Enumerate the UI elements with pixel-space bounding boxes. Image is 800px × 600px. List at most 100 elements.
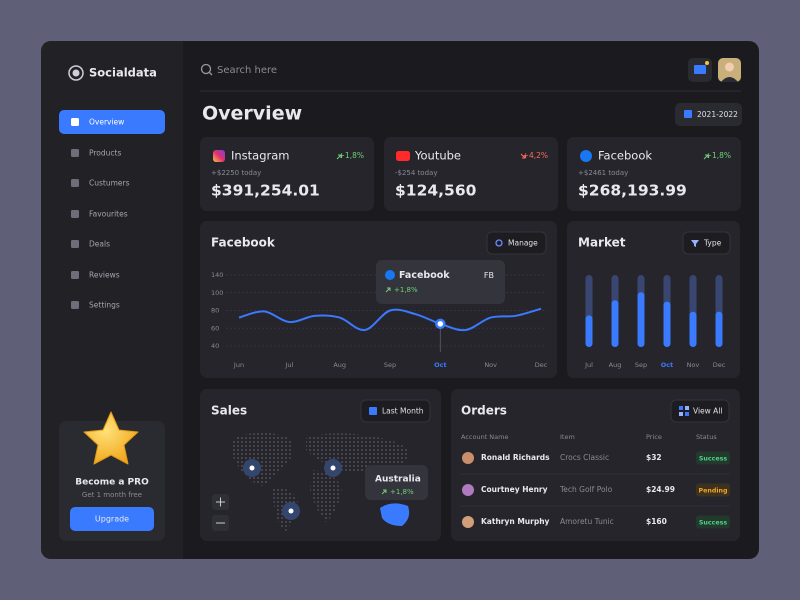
item: Tech Golf Polo [559, 485, 613, 494]
avatar [462, 452, 474, 464]
bar-chart: Jul Aug Sep Oct Nov Dec [584, 275, 726, 369]
x-tick-label: Dec [535, 361, 548, 369]
account-name: Courtney Henry [481, 485, 548, 494]
nav-item[interactable]: Overview [89, 118, 124, 127]
nav-active[interactable] [59, 110, 165, 134]
x-tick-label: Dec [713, 361, 726, 369]
x-tick-label: Oct [434, 361, 447, 369]
period-button[interactable] [360, 399, 431, 423]
status-badge [696, 483, 730, 497]
grid-icon [685, 406, 689, 410]
x-tick-label: Nov [687, 361, 700, 369]
status-badge [696, 515, 730, 529]
account-name: Kathryn Murphy [481, 517, 550, 526]
nav-item[interactable]: Favourites [89, 210, 128, 219]
stat-card [567, 137, 741, 211]
avatar [721, 77, 738, 82]
search-input[interactable]: Search here [217, 65, 277, 76]
calendar-icon [684, 110, 692, 118]
map-tooltip [365, 465, 428, 500]
stat-cards: Instagram +1,8% +$2250 today $391,254.01 You… [200, 137, 741, 211]
youtube-icon [396, 151, 410, 161]
date-button[interactable] [675, 103, 742, 126]
stat-card [384, 137, 558, 211]
facebook-icon [580, 150, 592, 162]
nav-icon [71, 210, 79, 218]
item: Amoretu Tunic [560, 517, 614, 526]
star-icon [83, 411, 139, 465]
focus-point[interactable] [435, 318, 446, 330]
manage-button[interactable] [486, 231, 547, 255]
nav-item[interactable]: Reviews [89, 271, 120, 280]
upgrade-button[interactable] [70, 507, 154, 531]
bar [663, 301, 671, 347]
avatar [462, 516, 474, 528]
stat-value: $124,560 [395, 182, 477, 200]
y-tick-label: 40 [211, 342, 219, 350]
view-all-button[interactable] [670, 399, 730, 423]
chart-title: Market [578, 236, 626, 250]
logo [68, 65, 84, 81]
y-tick-label: 80 [211, 307, 219, 315]
bar [611, 300, 619, 347]
stat-name: Youtube [414, 149, 461, 163]
price: $24.99 [646, 485, 675, 494]
zoom-in [216, 497, 225, 507]
line [238, 307, 542, 332]
status-badge [696, 451, 730, 465]
nav-icon [71, 240, 79, 248]
map-marker [330, 465, 336, 471]
y-tick-label: 60 [211, 324, 219, 332]
nav-item[interactable]: Deals [89, 240, 110, 249]
manage-label[interactable]: Manage [508, 239, 538, 248]
page-title: Overview [202, 103, 302, 125]
gear-icon [495, 239, 503, 247]
avatar [462, 484, 474, 496]
up-arrow [385, 287, 391, 293]
upgrade-label[interactable]: Upgrade [95, 515, 129, 524]
period-label[interactable]: Last Month [382, 407, 424, 416]
date-range[interactable]: 2021-2022 [697, 110, 738, 119]
view-all-label[interactable]: View All [693, 407, 722, 416]
price: $32 [646, 453, 662, 462]
map-marker [288, 508, 294, 514]
type-label[interactable]: Type [703, 239, 722, 248]
calendar-icon [369, 407, 377, 415]
orders-title: Orders [461, 404, 507, 418]
change-arrow [703, 154, 709, 160]
y-tick-label: 100 [211, 289, 223, 297]
stat-value: $268,193.99 [578, 182, 687, 200]
x-tick-label: Aug [609, 361, 622, 369]
tooltip-country: Australia [375, 475, 421, 485]
x-tick-label: Jul [284, 361, 293, 369]
brand: Socialdata [89, 66, 157, 80]
filter-icon [691, 240, 699, 247]
search-icon [200, 63, 212, 75]
bar [715, 311, 723, 347]
x-tick-label: Jun [233, 361, 244, 369]
type-button[interactable] [682, 231, 731, 255]
sales-card [200, 389, 441, 541]
x-tick-label: Oct [661, 361, 674, 369]
status: Success [699, 456, 728, 463]
nav-icon [71, 118, 79, 126]
tooltip-code: FB [484, 271, 494, 280]
stat-card [200, 137, 374, 211]
orders-table: Account Name Item Price Status Ronald Richar… [461, 433, 730, 529]
change-arrow [520, 153, 526, 159]
nav-item[interactable]: Custumers [89, 179, 130, 188]
nav-item[interactable]: Settings [89, 301, 120, 310]
stat-change: +4,2% [523, 151, 548, 160]
stat-change: +1,8% [706, 151, 731, 160]
stat-today: +$2461 today [578, 169, 628, 177]
tooltip-change: +1,8% [390, 488, 414, 496]
line-chart: 140 100 80 60 40 Jun Jul Aug Sep Oct Nov Dec Faceboo… [211, 260, 548, 369]
avatar [725, 62, 734, 72]
grid-icon [679, 406, 683, 410]
nav-item[interactable]: Products [89, 149, 121, 158]
stat-name: Instagram [231, 149, 290, 163]
mail-icon [694, 65, 706, 74]
nav-icon [71, 149, 79, 157]
column-header: Price [646, 433, 662, 441]
